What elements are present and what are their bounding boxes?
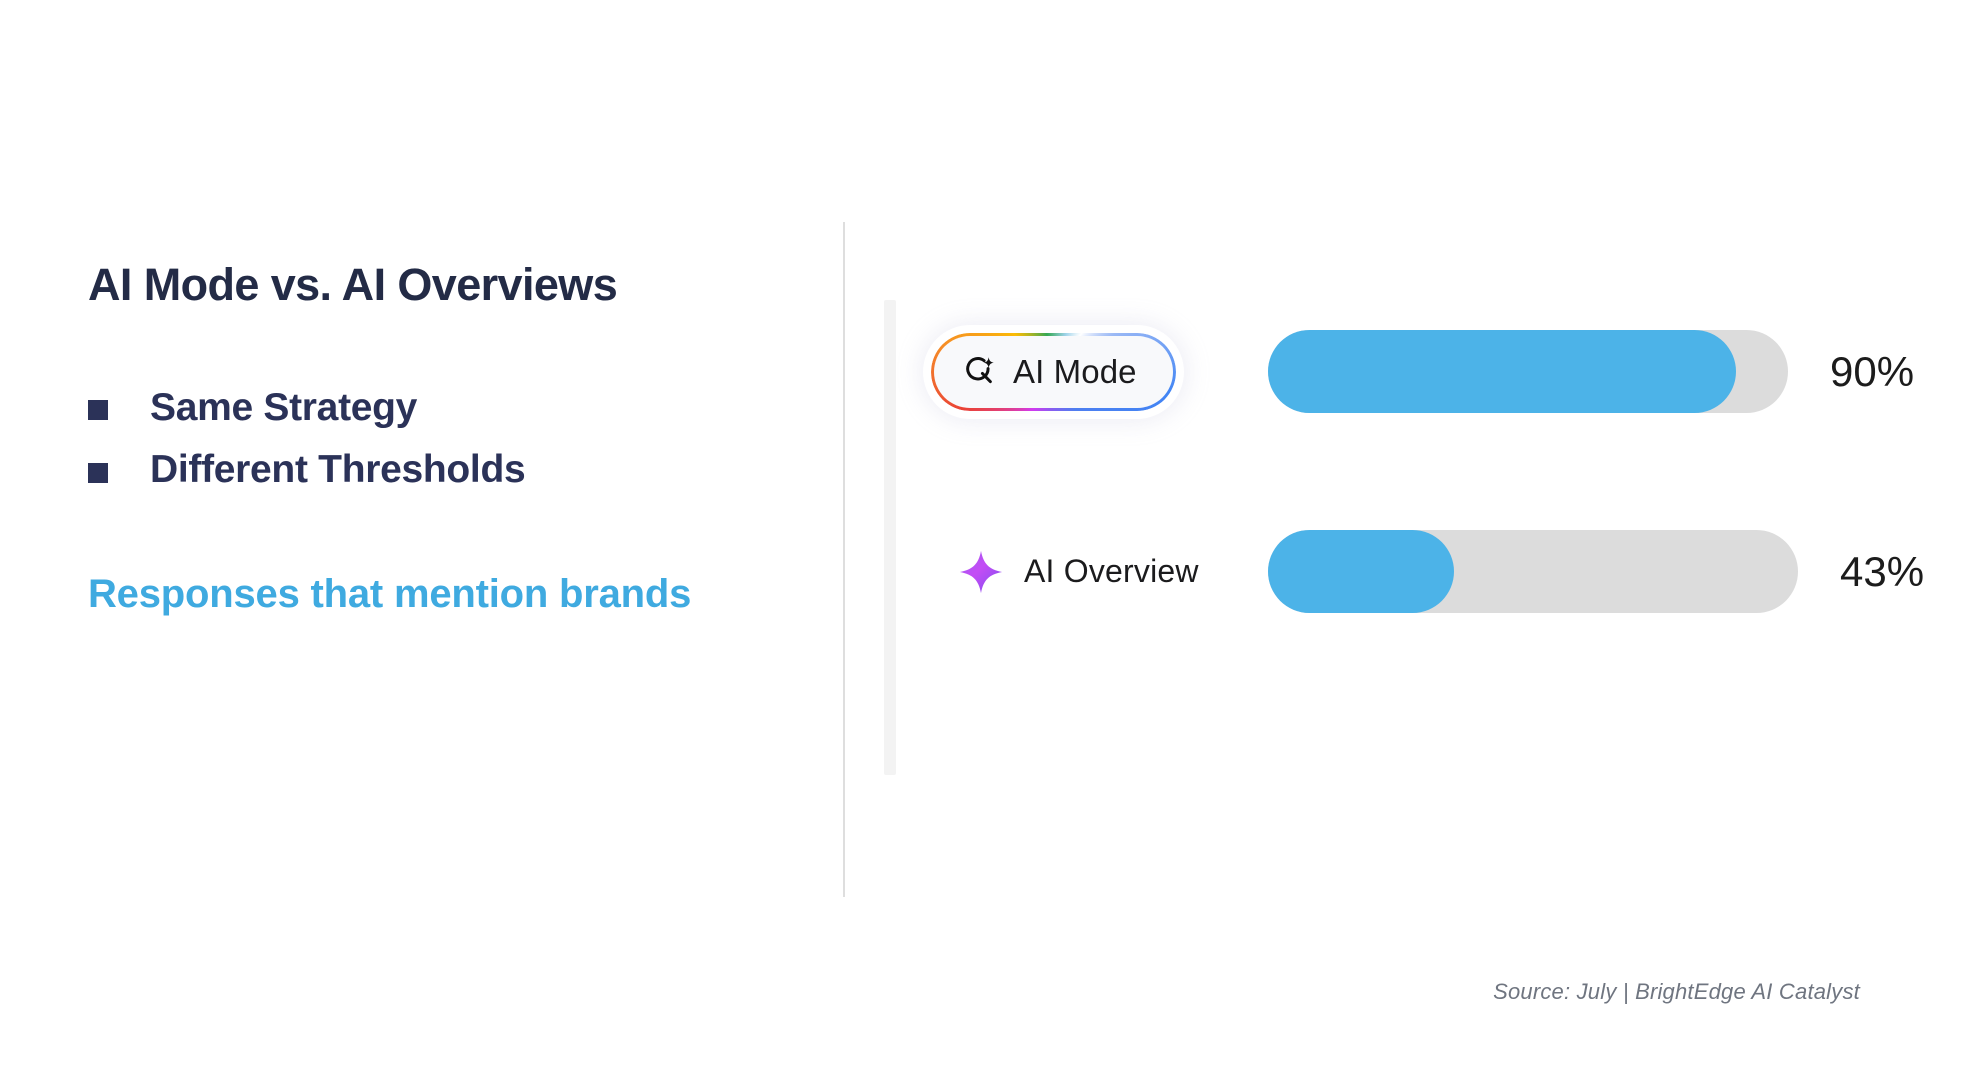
bar-fill bbox=[1268, 530, 1454, 613]
ai-overview-label-cell: AI Overview bbox=[920, 549, 1268, 595]
comparison-bar-chart: AI Mode 90% bbox=[920, 330, 1924, 670]
square-bullet-icon bbox=[88, 462, 108, 483]
chart-subject-kicker: Responses that mention brands bbox=[88, 572, 692, 617]
chart-row-ai-mode: AI Mode 90% bbox=[920, 330, 1920, 413]
source-attribution: Source: July | BrightEdge AI Catalyst bbox=[1493, 979, 1860, 1004]
bar-track bbox=[1268, 530, 1798, 613]
sparkle-star-icon bbox=[959, 550, 1003, 593]
page-title: AI Mode vs. AI Overviews bbox=[88, 259, 618, 310]
chart-accent-bar bbox=[884, 300, 896, 775]
ai-overview-bar-cell: 43% bbox=[1268, 530, 1924, 613]
square-bullet-icon bbox=[88, 399, 108, 420]
ai-mode-sparkle-search-icon bbox=[966, 356, 994, 383]
bullet-label: Same Strategy bbox=[150, 385, 418, 429]
bullet-list: Same Strategy Different Thresholds bbox=[88, 386, 808, 494]
left-content-column: AI Mode vs. AI Overviews Same Strategy D… bbox=[88, 260, 808, 622]
bullet-label: Different Thresholds bbox=[150, 448, 526, 492]
list-item: Same Strategy bbox=[88, 386, 808, 431]
bar-value-label: 43% bbox=[1840, 547, 1925, 595]
list-item: Different Thresholds bbox=[88, 448, 808, 493]
ai-overview-label: AI Overview bbox=[1024, 553, 1199, 589]
ai-mode-label-cell: AI Mode bbox=[920, 335, 1268, 408]
bar-fill bbox=[1268, 330, 1736, 413]
chart-row-ai-overview: AI Overview 43% bbox=[920, 530, 1924, 613]
bar-value-label: 90% bbox=[1830, 347, 1915, 395]
column-divider bbox=[843, 222, 845, 897]
ai-overview-label-group: AI Overview bbox=[958, 549, 1199, 595]
ai-mode-label: AI Mode bbox=[1013, 352, 1137, 390]
bar-track bbox=[1268, 330, 1788, 413]
ai-mode-pill-button[interactable]: AI Mode bbox=[934, 335, 1173, 408]
ai-mode-bar-cell: 90% bbox=[1268, 330, 1914, 413]
